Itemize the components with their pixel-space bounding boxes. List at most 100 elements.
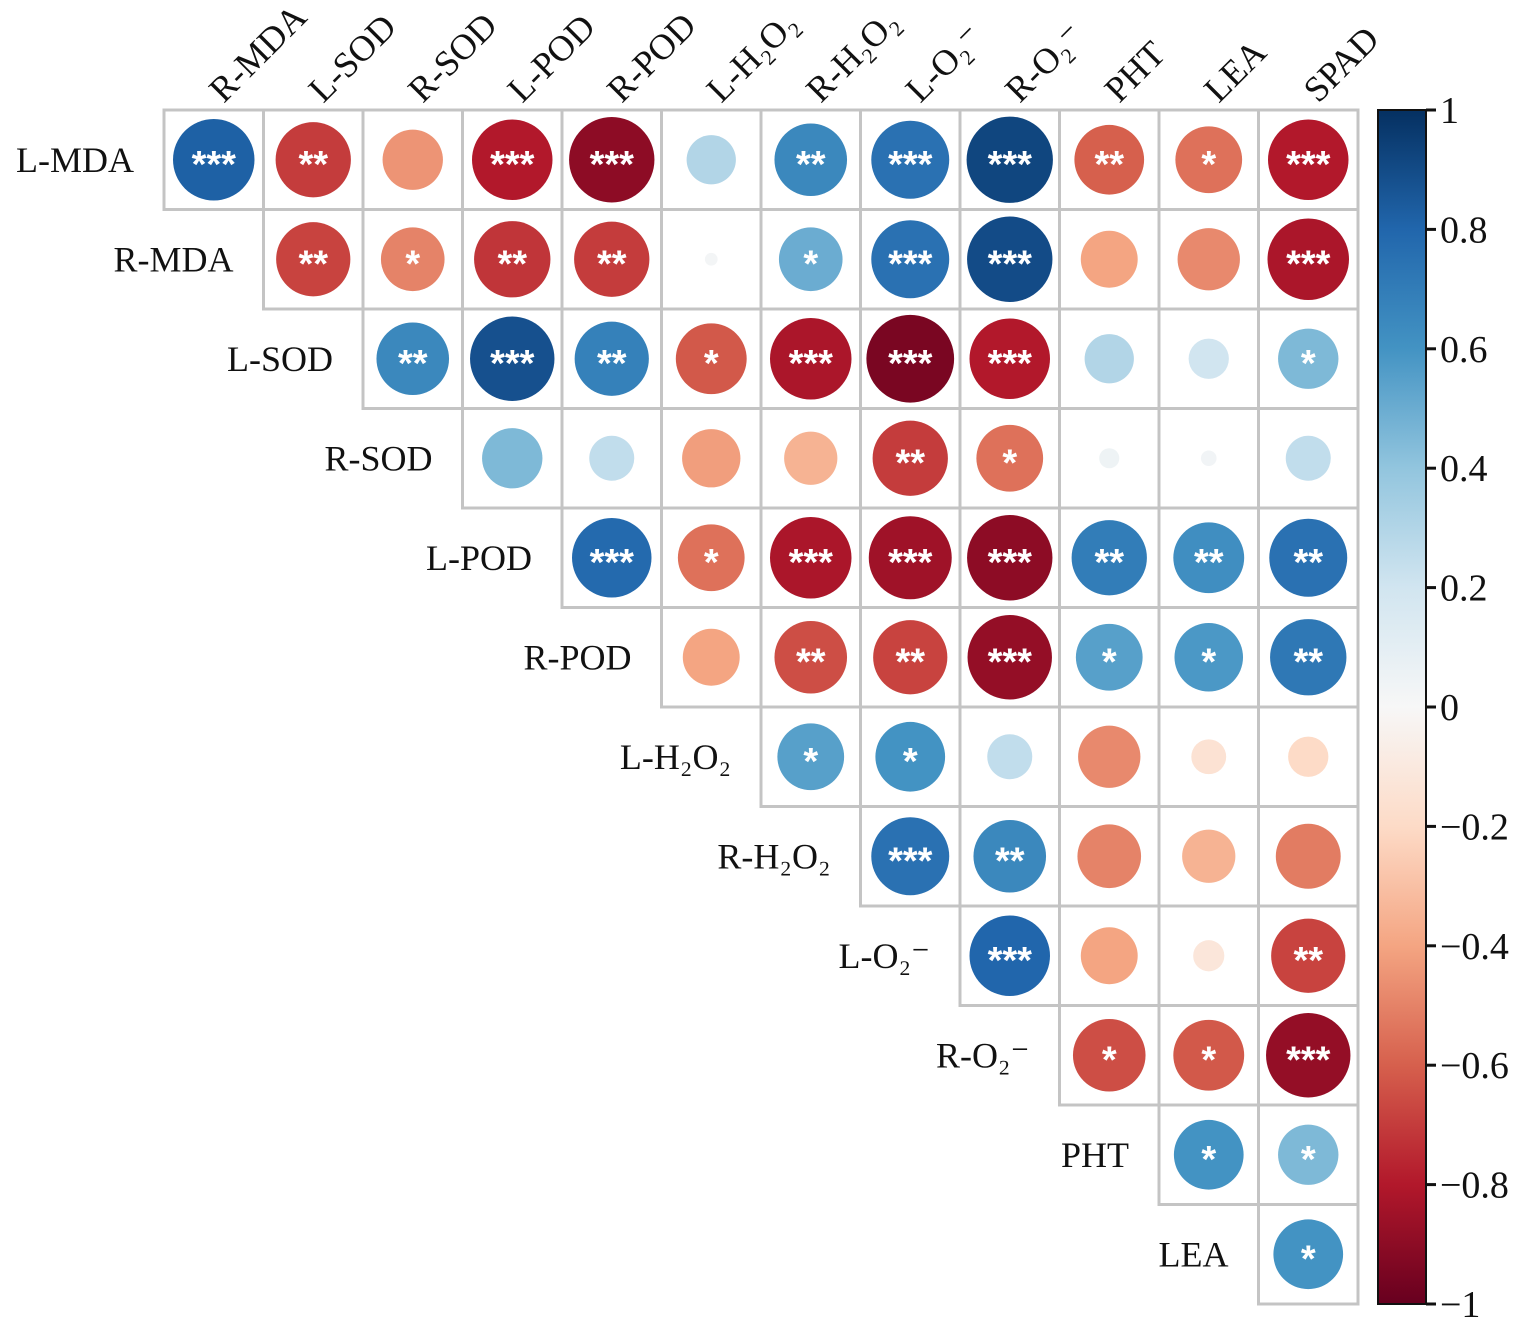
- significance-label: **: [597, 343, 627, 385]
- correlation-circle: [872, 420, 948, 496]
- correlation-circle: [1193, 940, 1225, 972]
- significance-label: **: [298, 243, 328, 285]
- correlation-circle: [973, 819, 1047, 893]
- correlation-circle: [969, 318, 1050, 399]
- significance-label: **: [597, 243, 627, 285]
- significance-label: ***: [888, 243, 933, 285]
- significance-label: *: [1301, 1139, 1316, 1181]
- correlation-circle: [1275, 823, 1341, 889]
- correlation-circle: [1099, 448, 1120, 469]
- significance-label: *: [405, 243, 420, 285]
- correlation-circle: [778, 227, 843, 292]
- significance-label: *: [1201, 1139, 1216, 1181]
- correlation-circle: [1266, 1013, 1351, 1098]
- significance-label: **: [796, 641, 826, 683]
- colorbar-tick-label: 1: [1440, 90, 1459, 132]
- correlation-circle: [474, 221, 551, 298]
- correlation-circle: [967, 515, 1053, 601]
- correlation-circle: [1080, 230, 1138, 288]
- significance-label: ***: [888, 840, 933, 882]
- correlation-circle: [380, 227, 445, 292]
- significance-label: ***: [888, 144, 933, 186]
- correlation-circle: [1267, 218, 1349, 300]
- correlation-circle: [875, 721, 946, 792]
- correlation-circle: [382, 129, 443, 190]
- row-label: R-MDA: [113, 239, 233, 279]
- significance-label: *: [1301, 1238, 1316, 1280]
- correlation-circle: [868, 516, 952, 600]
- correlation-circle: [1278, 1124, 1339, 1185]
- significance-label: **: [895, 641, 925, 683]
- row-label: R-H₂O₂: [717, 836, 830, 876]
- colorbar-tick-label: 0.2: [1440, 568, 1488, 610]
- correlation-circle: [1191, 739, 1227, 775]
- colorbar: 1 0.8 0.6 0.4 0.2 0 −0.2 −0.4 −0.6 −0.8 −1: [1377, 90, 1509, 1324]
- correlation-circle: [1285, 435, 1331, 481]
- correlation-circle: [682, 429, 741, 488]
- correlation-circle: [275, 122, 351, 198]
- significance-label: **: [1194, 542, 1224, 584]
- correlation-circle: [1288, 736, 1329, 777]
- significance-label: **: [298, 144, 328, 186]
- correlation-circle: [871, 120, 950, 199]
- significance-label: *: [1102, 641, 1117, 683]
- significance-label: *: [1301, 343, 1316, 385]
- correlation-circle: [1177, 228, 1240, 291]
- correlation-circle: [704, 252, 718, 266]
- significance-label: ***: [490, 144, 535, 186]
- significance-label: ***: [490, 343, 535, 385]
- row-label: R-O₂⁻: [936, 1035, 1030, 1075]
- correlation-circle: [173, 119, 255, 201]
- correlation-circle: [1271, 918, 1346, 993]
- significance-label: ***: [1286, 144, 1331, 186]
- correlation-circle: [1074, 124, 1145, 195]
- correlation-circle: [1173, 1019, 1245, 1091]
- significance-label: **: [1094, 542, 1124, 584]
- column-label: L-O₂⁻: [898, 17, 991, 110]
- correlation-circle: [572, 518, 652, 598]
- significance-label: ***: [1286, 243, 1331, 285]
- significance-label: *: [1102, 1039, 1117, 1081]
- significance-label: **: [1293, 641, 1323, 683]
- correlation-circle: [276, 222, 351, 297]
- significance-label: *: [903, 741, 918, 783]
- correlation-circle: [770, 318, 852, 400]
- correlation-circle: [976, 424, 1044, 492]
- correlation-circle: [376, 322, 450, 396]
- correlation-circle: [784, 431, 838, 485]
- correlation-circle: [774, 123, 848, 197]
- colorbar-gradient: [1377, 109, 1427, 1305]
- colorbar-tick-label: 0.6: [1440, 329, 1488, 371]
- correlation-circle: [774, 620, 848, 694]
- significance-label: ***: [988, 144, 1033, 186]
- column-label: PHT: [1097, 33, 1173, 109]
- correlation-circle: [1173, 522, 1245, 594]
- matrix-cells: *** ** *** *** ** *** *** ** * ***** * ** ** * *** *** *…: [162, 108, 1360, 1306]
- column-label: R-O₂⁻: [997, 15, 1091, 109]
- colorbar-tick-label: 0: [1440, 687, 1459, 729]
- significance-label: **: [1293, 542, 1323, 584]
- correlation-circle: [1269, 518, 1348, 597]
- colorbar-tick-label: −0.4: [1440, 926, 1509, 968]
- column-label: R-SOD: [400, 5, 505, 110]
- correlation-circle: [1075, 623, 1143, 691]
- correlation-circle: [1268, 119, 1349, 200]
- column-label: LEA: [1196, 32, 1274, 110]
- column-label: L-SOD: [301, 6, 404, 109]
- row-label: R-POD: [523, 637, 631, 677]
- colorbar-tick-label: 0.4: [1440, 448, 1488, 490]
- correlation-circle: [1200, 450, 1217, 467]
- column-label: SPAD: [1296, 19, 1387, 110]
- correlation-circle: [1072, 1018, 1146, 1092]
- cell-5-5: [660, 606, 763, 709]
- column-label: R-H₂O₂: [798, 1, 906, 109]
- significance-label: ***: [590, 542, 635, 584]
- row-label: L-SOD: [227, 339, 333, 379]
- correlation-circle: [1174, 622, 1244, 692]
- significance-label: ***: [988, 940, 1033, 982]
- correlation-circle: [574, 221, 650, 297]
- correlation-circle: [677, 524, 745, 592]
- column-labels: R-MDAL-SODR-SODL-PODR-PODL-H₂O₂R-H₂O₂L-O…: [201, 0, 1387, 110]
- correlation-circle: [871, 220, 950, 299]
- colorbar-tick-label: −0.8: [1440, 1165, 1509, 1207]
